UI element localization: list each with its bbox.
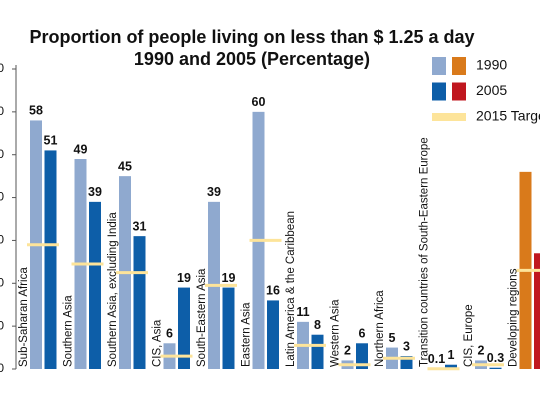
value-label: 0.3 bbox=[487, 351, 504, 365]
value-label: 51 bbox=[44, 134, 58, 148]
y-tick-label: 20 bbox=[0, 275, 4, 289]
category-label: Southern Asia, excluding India bbox=[107, 212, 119, 367]
value-label: 1 bbox=[448, 348, 455, 362]
y-tick-label: 30 bbox=[0, 233, 4, 247]
category-label: CIS, Asia bbox=[152, 319, 164, 367]
value-label: 16 bbox=[266, 284, 280, 298]
bar bbox=[534, 253, 540, 369]
legend-swatch bbox=[452, 82, 466, 101]
category-label: CIS, Europe bbox=[463, 304, 475, 367]
value-label: 19 bbox=[222, 271, 236, 285]
bar bbox=[178, 287, 190, 369]
bar bbox=[267, 300, 279, 369]
value-label: 3 bbox=[403, 339, 410, 353]
category-label: Latin America & the Caribbean bbox=[285, 211, 297, 367]
y-tick-label: 50 bbox=[0, 147, 4, 161]
value-label: 39 bbox=[88, 185, 102, 199]
bar bbox=[133, 236, 146, 369]
value-label: 49 bbox=[74, 142, 88, 156]
legend-label: 2005 bbox=[476, 82, 507, 98]
chart-subtitle: 1990 and 2005 (Percentage) bbox=[134, 49, 370, 69]
legend-swatch bbox=[452, 57, 466, 75]
value-label: 5 bbox=[389, 331, 396, 345]
value-label: 2 bbox=[478, 344, 485, 358]
bar bbox=[222, 287, 235, 369]
bar bbox=[356, 343, 368, 369]
value-label: 11 bbox=[296, 305, 309, 319]
value-label: 39 bbox=[207, 185, 221, 199]
bar bbox=[311, 334, 324, 369]
value-label: 0.1 bbox=[428, 352, 445, 366]
legend-swatch bbox=[432, 57, 446, 75]
y-tick-label: 70 bbox=[0, 61, 4, 75]
y-tick-label: 60 bbox=[0, 104, 4, 118]
category-label: Developing regions bbox=[508, 268, 520, 367]
category-label: Western Asia bbox=[330, 299, 342, 367]
category-label: South-Eastern Asia bbox=[196, 268, 208, 367]
bar bbox=[44, 150, 57, 369]
value-label: 60 bbox=[252, 95, 266, 109]
legend-swatch bbox=[432, 82, 446, 101]
value-label: 6 bbox=[166, 327, 173, 341]
legend-label: 2015 Target bbox=[476, 108, 540, 124]
value-label: 6 bbox=[359, 327, 366, 341]
category-label: Southern Asia bbox=[63, 295, 75, 367]
bar bbox=[89, 201, 101, 369]
value-label: 58 bbox=[29, 104, 43, 118]
category-label: Northern Africa bbox=[374, 290, 386, 367]
category-label: Sub-Saharan Africa bbox=[18, 267, 30, 367]
y-tick-label: 10 bbox=[0, 318, 4, 332]
category-label: Eastern Asia bbox=[241, 302, 253, 367]
y-tick-label: 0 bbox=[0, 361, 4, 375]
value-label: 2 bbox=[344, 344, 351, 358]
value-label: 31 bbox=[133, 219, 147, 233]
value-label: 45 bbox=[118, 159, 132, 173]
chart-title: Proportion of people living on less than… bbox=[29, 27, 474, 47]
y-tick-label: 40 bbox=[0, 190, 4, 204]
value-label: 19 bbox=[177, 271, 191, 285]
bar bbox=[445, 364, 457, 369]
value-label: 8 bbox=[314, 318, 321, 332]
bar bbox=[489, 367, 502, 369]
category-label: Transition countries of South-Eastern Eu… bbox=[419, 137, 431, 367]
legend-swatch bbox=[432, 113, 466, 121]
legend-label: 1990 bbox=[476, 57, 507, 73]
